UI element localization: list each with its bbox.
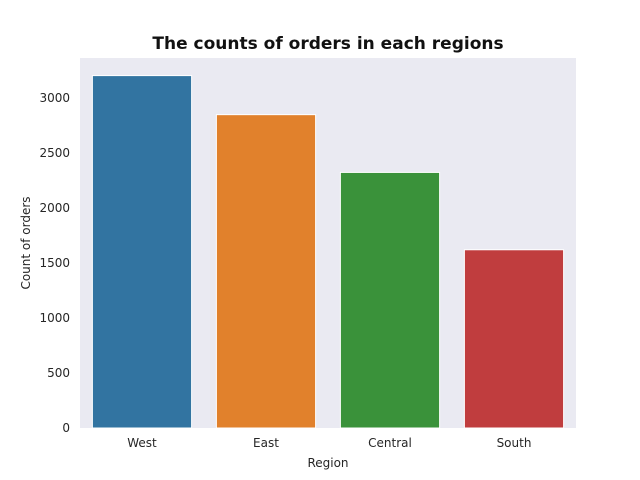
y-tick-label: 500: [47, 366, 70, 380]
y-tick-label: 0: [62, 421, 70, 435]
y-axis-label: Count of orders: [19, 196, 33, 289]
y-tick-label: 1500: [39, 256, 70, 270]
y-ticks: 0 500 1000 1500 2000 2500 3000: [39, 91, 70, 435]
x-tick-label: West: [127, 436, 157, 450]
y-tick-label: 2500: [39, 146, 70, 160]
x-tick-label: South: [497, 436, 532, 450]
bar-west: [91, 75, 193, 429]
bar-south: [463, 249, 565, 429]
bar-central: [339, 171, 441, 429]
bars: [91, 75, 565, 429]
chart-title: The counts of orders in each regions: [152, 34, 503, 54]
x-axis-label: Region: [307, 456, 348, 470]
y-tick-label: 2000: [39, 201, 70, 215]
x-tick-label: East: [253, 436, 279, 450]
y-tick-label: 3000: [39, 91, 70, 105]
x-tick-label: Central: [368, 436, 412, 450]
y-tick-label: 1000: [39, 311, 70, 325]
x-ticks: West East Central South: [127, 436, 531, 450]
bar-east: [215, 114, 317, 429]
